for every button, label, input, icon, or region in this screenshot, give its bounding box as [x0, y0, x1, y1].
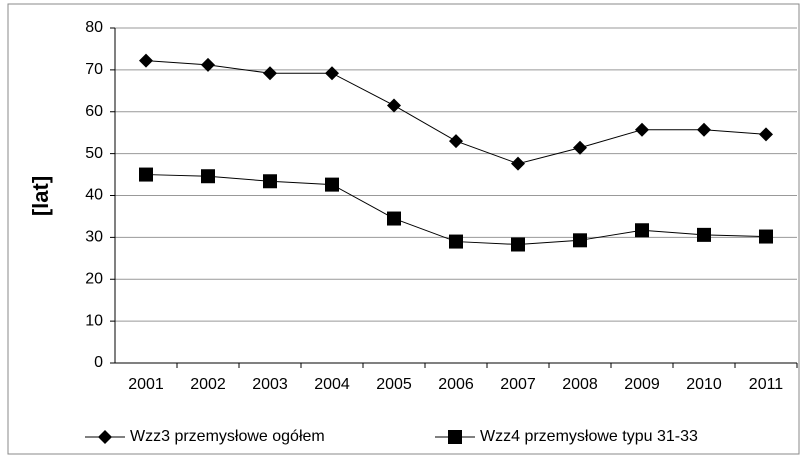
y-tick-label: 70 — [85, 61, 103, 78]
x-tick-label: 2004 — [314, 376, 350, 393]
marker — [759, 127, 773, 142]
marker — [573, 140, 587, 155]
x-tick-label: 2008 — [562, 376, 598, 393]
y-tick-label: 0 — [94, 354, 103, 371]
marker — [387, 211, 401, 226]
marker — [697, 227, 711, 242]
marker — [449, 234, 463, 249]
y-tick-label: 40 — [85, 187, 103, 204]
x-tick-label: 2002 — [190, 376, 226, 393]
y-tick-label: 10 — [85, 312, 103, 329]
marker — [387, 98, 401, 113]
y-tick-label: 60 — [85, 103, 103, 120]
y-tick-label: 20 — [85, 270, 103, 287]
x-tick-label: 2005 — [376, 376, 412, 393]
marker — [697, 122, 711, 137]
marker — [201, 57, 215, 72]
marker — [635, 122, 649, 137]
x-tick-label: 2007 — [500, 376, 536, 393]
marker — [263, 174, 277, 189]
y-tick-label: 30 — [85, 229, 103, 246]
marker — [448, 430, 462, 444]
marker — [511, 237, 525, 252]
marker — [511, 156, 525, 171]
marker — [201, 169, 215, 184]
marker — [325, 66, 339, 81]
marker — [325, 177, 339, 192]
chart-frame — [7, 3, 800, 455]
y-tick-label: 50 — [85, 145, 103, 162]
legend-label: Wzz3 przemysłowe ogółem — [130, 428, 325, 445]
x-tick-label: 2006 — [438, 376, 474, 393]
y-axis-label: [lat] — [28, 176, 53, 216]
x-tick-label: 2011 — [749, 376, 784, 393]
legend-label: Wzz4 przemysłowe typu 31-33 — [480, 428, 698, 445]
x-tick-label: 2003 — [252, 376, 288, 393]
marker — [263, 66, 277, 81]
marker — [573, 233, 587, 248]
marker — [635, 223, 649, 238]
x-tick-label: 2001 — [128, 376, 164, 393]
y-tick-label: 80 — [85, 19, 103, 36]
marker — [139, 53, 153, 68]
x-tick-label: 2009 — [624, 376, 660, 393]
marker — [759, 229, 773, 244]
x-tick-label: 2010 — [686, 376, 722, 393]
marker — [449, 134, 463, 149]
marker — [139, 167, 153, 182]
marker — [98, 430, 112, 444]
